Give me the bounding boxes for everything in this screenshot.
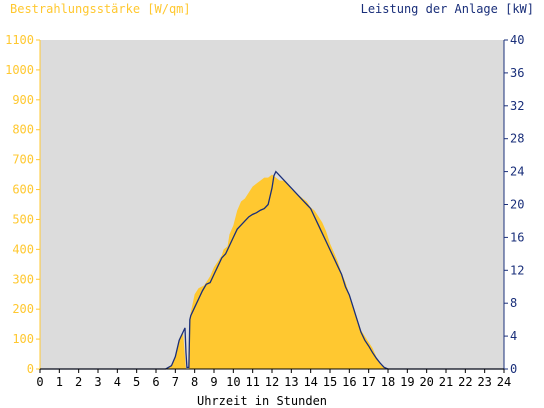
left-tick-label: 900 [12,93,34,107]
left-tick-label: 1100 [5,33,34,47]
left-tick-label: 1000 [5,63,34,77]
left-tick-label: 400 [12,242,34,256]
right-tick-label: 0 [510,362,517,376]
x-tick-label: 10 [226,375,240,389]
x-tick-label: 13 [284,375,298,389]
right-tick-label: 8 [510,296,517,310]
left-axis-title: Bestrahlungsstärke [W/qm] [10,2,191,16]
x-tick-label: 24 [497,375,511,389]
x-tick-label: 1 [56,375,63,389]
right-tick-label: 32 [510,99,524,113]
x-tick-label: 2 [75,375,82,389]
left-tick-label: 0 [27,362,34,376]
series-irradiance-area [40,174,504,369]
x-tick-label: 5 [133,375,140,389]
series-power-line [40,170,504,370]
x-tick-label: 9 [210,375,217,389]
left-tick-label: 600 [12,183,34,197]
x-tick-label: 22 [458,375,472,389]
left-tick-label: 300 [12,272,34,286]
irradiance-area-group [40,174,504,369]
right-tick-label: 20 [510,198,524,212]
right-tick-label: 24 [510,165,524,179]
x-tick-label: 8 [191,375,198,389]
right-tick-label: 40 [510,33,524,47]
left-tick-label: 800 [12,123,34,137]
x-tick-label: 17 [361,375,375,389]
left-axis: 0 100 200 300 400 500 600 700 800 900 1000 1100 [5,33,41,376]
x-tick-label: 0 [36,375,43,389]
x-tick-label: 18 [381,375,395,389]
x-tick-label: 12 [265,375,279,389]
left-tick-label: 500 [12,212,34,226]
right-tick-label: 28 [510,132,524,146]
x-tick-label: 11 [245,375,259,389]
left-tick-label: 700 [12,153,34,167]
right-tick-label: 12 [510,263,524,277]
right-tick-label: 36 [510,66,524,80]
x-tick-label: 20 [419,375,433,389]
x-tick-label: 6 [152,375,159,389]
right-axis-title: Leistung der Anlage [kW] [361,2,534,16]
x-tick-label: 23 [477,375,491,389]
x-tick-label: 3 [94,375,101,389]
right-tick-label: 16 [510,230,524,244]
right-axis: 0 4 8 12 16 20 24 28 32 36 40 [503,33,524,376]
left-tick-label: 200 [12,302,34,316]
power-line-group [40,170,504,370]
x-axis-title: Uhrzeit in Stunden [197,394,327,408]
left-tick-label: 100 [12,332,34,346]
x-tick-label: 4 [114,375,121,389]
x-tick-label: 7 [172,375,179,389]
x-tick-label: 16 [342,375,356,389]
x-axis: 0 1 2 3 4 5 6 7 8 9 10 11 12 13 14 15 16 17 18 19 20 21 22 23 24 [36,368,511,389]
right-tick-label: 4 [510,329,517,343]
x-tick-label: 14 [303,375,317,389]
x-tick-label: 21 [439,375,453,389]
x-tick-label: 19 [400,375,414,389]
x-tick-label: 15 [323,375,337,389]
